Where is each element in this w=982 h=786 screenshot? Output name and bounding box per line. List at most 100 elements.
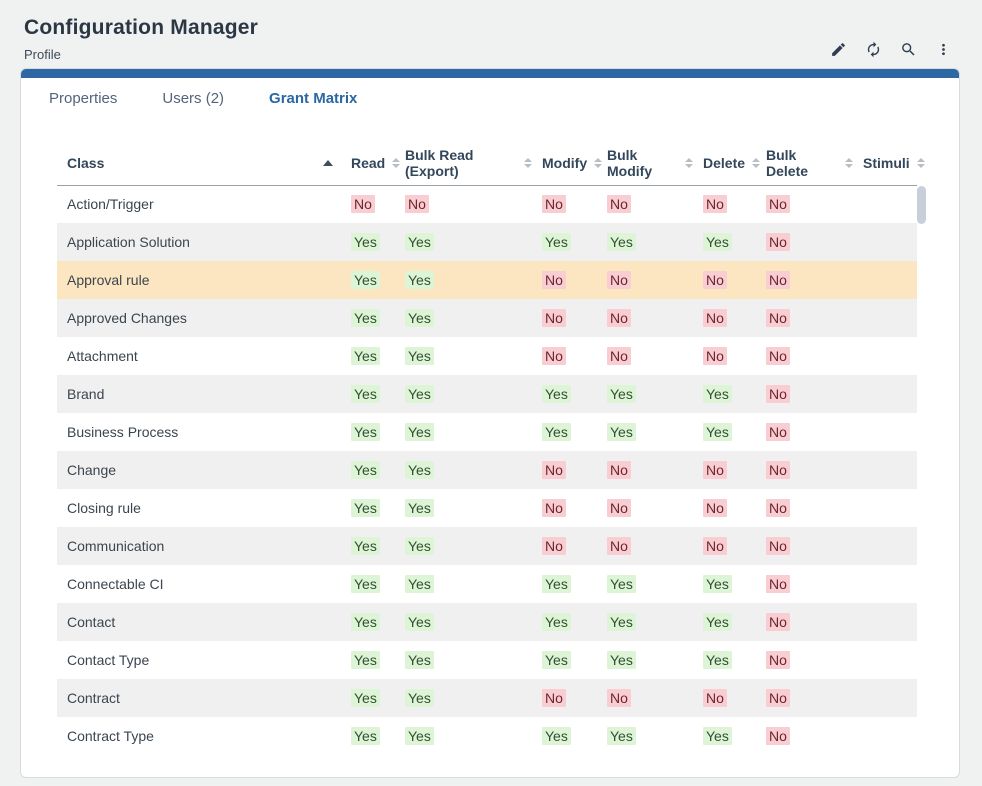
grant-value-badge[interactable]: No — [542, 461, 566, 479]
grant-value-badge[interactable]: Yes — [351, 613, 380, 631]
vertical-scrollbar-thumb[interactable] — [917, 186, 926, 224]
grant-value-badge[interactable]: No — [766, 271, 790, 289]
grant-value-badge[interactable]: Yes — [405, 461, 434, 479]
grant-value-badge[interactable]: No — [703, 689, 727, 707]
table-row[interactable]: Contract Yes Yes No No No No — [57, 679, 917, 717]
table-row[interactable]: Contact Yes Yes Yes Yes Yes No — [57, 603, 917, 641]
grant-value-badge[interactable]: No — [607, 499, 631, 517]
grant-value-badge[interactable]: No — [542, 499, 566, 517]
grant-value-badge[interactable]: Yes — [351, 271, 380, 289]
table-row[interactable]: Contract Type Yes Yes Yes Yes Yes No — [57, 717, 917, 755]
grant-value-badge[interactable]: Yes — [542, 385, 571, 403]
tab-grant-matrix[interactable]: Grant Matrix — [269, 89, 358, 107]
grant-value-badge[interactable]: Yes — [351, 651, 380, 669]
grant-value-badge[interactable]: Yes — [542, 423, 571, 441]
grant-value-badge[interactable]: No — [703, 499, 727, 517]
grant-value-badge[interactable]: Yes — [703, 233, 732, 251]
grant-value-badge[interactable]: No — [766, 651, 790, 669]
grant-value-badge[interactable]: Yes — [405, 689, 434, 707]
column-header-class[interactable]: Class — [57, 141, 341, 186]
search-button[interactable] — [899, 40, 917, 58]
grant-value-badge[interactable]: No — [766, 233, 790, 251]
tab-users-2[interactable]: Users (2) — [162, 89, 225, 107]
grant-value-badge[interactable]: No — [703, 461, 727, 479]
grant-value-badge[interactable]: No — [766, 423, 790, 441]
refresh-button[interactable] — [864, 40, 882, 58]
table-row[interactable]: Business Process Yes Yes Yes Yes Yes No — [57, 413, 917, 451]
grant-value-badge[interactable]: Yes — [351, 309, 380, 327]
tab-properties[interactable]: Properties — [49, 89, 118, 107]
grant-value-badge[interactable]: Yes — [703, 385, 732, 403]
grant-value-badge[interactable]: No — [766, 461, 790, 479]
column-header-delete[interactable]: Delete — [693, 141, 761, 186]
column-header-bulk-modify[interactable]: Bulk Modify — [597, 141, 693, 186]
grant-value-badge[interactable]: Yes — [351, 385, 380, 403]
grant-value-badge[interactable]: Yes — [405, 233, 434, 251]
grant-value-badge[interactable]: No — [766, 613, 790, 631]
grant-value-badge[interactable]: Yes — [351, 537, 380, 555]
grant-value-badge[interactable]: No — [542, 195, 566, 214]
grant-value-badge[interactable]: Yes — [542, 727, 571, 745]
grant-value-badge[interactable]: No — [607, 461, 631, 479]
grant-value-badge[interactable]: No — [703, 271, 727, 289]
grant-value-badge[interactable]: Yes — [607, 613, 636, 631]
column-header-bulk-read-export[interactable]: Bulk Read (Export) — [395, 141, 532, 186]
table-row[interactable]: Action/Trigger No No No No No No — [57, 185, 917, 223]
column-header-modify[interactable]: Modify — [532, 141, 603, 186]
table-row[interactable]: Brand Yes Yes Yes Yes Yes No — [57, 375, 917, 413]
column-header-stimuli[interactable]: Stimuli — [853, 141, 925, 186]
grant-value-badge[interactable]: Yes — [405, 499, 434, 517]
grant-value-badge[interactable]: Yes — [351, 347, 380, 365]
table-row[interactable]: Communication Yes Yes No No No No — [57, 527, 917, 565]
table-row[interactable]: Approved Changes Yes Yes No No No No — [57, 299, 917, 337]
grant-value-badge[interactable]: Yes — [607, 727, 636, 745]
grant-value-badge[interactable]: No — [766, 385, 790, 403]
grant-value-badge[interactable]: Yes — [703, 613, 732, 631]
grant-value-badge[interactable]: No — [766, 347, 790, 365]
grant-value-badge[interactable]: Yes — [351, 461, 380, 479]
grant-value-badge[interactable]: No — [703, 537, 727, 555]
grant-value-badge[interactable]: Yes — [351, 689, 380, 707]
grant-value-badge[interactable]: No — [607, 689, 631, 707]
grant-value-badge[interactable]: Yes — [405, 727, 434, 745]
grant-value-badge[interactable]: Yes — [607, 651, 636, 669]
grant-value-badge[interactable]: No — [703, 195, 727, 214]
column-header-bulk-delete[interactable]: Bulk Delete — [756, 141, 853, 186]
grant-value-badge[interactable]: Yes — [405, 575, 434, 593]
grant-value-badge[interactable]: Yes — [607, 385, 636, 403]
grant-value-badge[interactable]: Yes — [405, 423, 434, 441]
grant-value-badge[interactable]: Yes — [405, 347, 434, 365]
grant-value-badge[interactable]: Yes — [405, 385, 434, 403]
grant-value-badge[interactable]: Yes — [351, 233, 380, 251]
more-button[interactable] — [934, 40, 952, 58]
grant-value-badge[interactable]: Yes — [607, 423, 636, 441]
table-row[interactable]: Attachment Yes Yes No No No No — [57, 337, 917, 375]
table-row[interactable]: Application Solution Yes Yes Yes Yes Yes No — [57, 223, 917, 261]
grant-value-badge[interactable]: No — [766, 689, 790, 707]
column-header-read[interactable]: Read — [341, 141, 401, 186]
grant-value-badge[interactable]: No — [766, 309, 790, 327]
grant-value-badge[interactable]: No — [542, 309, 566, 327]
grant-value-badge[interactable]: No — [542, 271, 566, 289]
grant-value-badge[interactable]: Yes — [405, 651, 434, 669]
grant-value-badge[interactable]: Yes — [703, 423, 732, 441]
grant-value-badge[interactable]: Yes — [405, 309, 434, 327]
grant-value-badge[interactable]: Yes — [542, 651, 571, 669]
grant-value-badge[interactable]: No — [542, 347, 566, 365]
table-row[interactable]: Closing rule Yes Yes No No No No — [57, 489, 917, 527]
grant-value-badge[interactable]: Yes — [405, 613, 434, 631]
grant-value-badge[interactable]: No — [607, 195, 631, 214]
grant-value-badge[interactable]: No — [542, 537, 566, 555]
table-row[interactable]: Connectable CI Yes Yes Yes Yes Yes No — [57, 565, 917, 603]
grant-value-badge[interactable]: No — [766, 575, 790, 593]
grant-value-badge[interactable]: No — [607, 347, 631, 365]
grant-value-badge[interactable]: No — [766, 195, 790, 214]
grant-value-badge[interactable]: Yes — [542, 613, 571, 631]
grant-value-badge[interactable]: No — [607, 271, 631, 289]
grant-value-badge[interactable]: Yes — [405, 271, 434, 289]
edit-button[interactable] — [829, 40, 847, 58]
grant-value-badge[interactable]: No — [703, 309, 727, 327]
grant-value-badge[interactable]: No — [766, 499, 790, 517]
grant-value-badge[interactable]: Yes — [607, 575, 636, 593]
table-row[interactable]: Approval rule Yes Yes No No No No — [57, 261, 917, 299]
